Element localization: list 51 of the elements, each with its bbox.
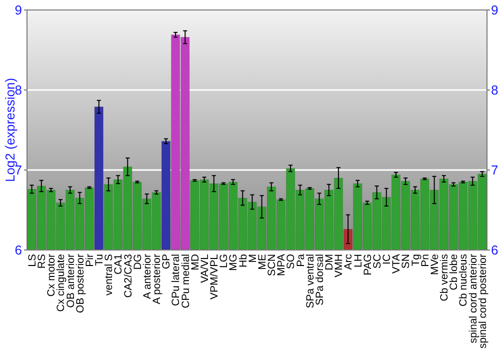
x-tick-label: SO — [285, 254, 298, 270]
x-tick-label: spinal cord anterior — [467, 253, 480, 344]
x-tick-label: MVe — [428, 254, 441, 276]
x-tick-label: SPa dorsal — [314, 254, 326, 306]
x-tick-label: Cx cingulate — [55, 254, 68, 312]
x-tick-label: OB anterior — [64, 254, 77, 308]
x-tick-label: VTA — [390, 254, 403, 274]
x-tick-label: DM — [324, 254, 336, 270]
x-tick-label: SN — [400, 254, 412, 269]
x-tick-label: OB posterior — [74, 254, 86, 313]
x-tick-label: Hb — [237, 254, 250, 268]
y-tick-label: 9 — [14, 2, 22, 18]
x-tick-label: spinal cord posterior — [476, 253, 489, 349]
x-tick-label: Tu — [94, 254, 106, 266]
x-tick-label: Pa — [294, 254, 307, 267]
x-tick-label: A anterior — [141, 254, 154, 299]
x-tick-label: ME — [256, 254, 268, 270]
x-tick-label: RS — [36, 254, 48, 269]
x-tick-label: CA1 — [112, 254, 125, 274]
x-tick-label: VMH — [333, 254, 346, 278]
x-tick-label: MPA — [276, 254, 288, 276]
x-tick-label: IC — [381, 254, 394, 264]
x-tick-label: SPa ventral — [304, 254, 316, 308]
x-tick-label: VA/VL — [198, 254, 211, 283]
x-tick-label: SC — [371, 254, 384, 269]
x-tick-label: A posterior — [151, 254, 164, 304]
x-tick-label: LG — [218, 254, 230, 268]
x-tick-label: M — [246, 254, 259, 263]
x-tick-label: MG — [228, 254, 240, 271]
x-tick-label: SCN — [266, 254, 278, 276]
x-tick-label: GP — [160, 254, 173, 270]
x-tick-label: Cb nucleus — [458, 254, 470, 307]
x-tick-label: CPu medial — [180, 254, 192, 308]
x-tick-label: LH — [352, 254, 364, 268]
x-tick-label: MD — [189, 254, 202, 270]
y2-tick-label: 9 — [491, 2, 498, 18]
y2-tick-label: 6 — [491, 242, 498, 258]
x-tick-label: VPM/VPL — [208, 254, 221, 300]
x-tick-label: ventral S — [103, 254, 116, 296]
x-tick-label: Cb lobe — [448, 254, 460, 290]
x-tick-label: Pir — [84, 254, 96, 267]
x-tick-label: CPu lateral — [170, 254, 182, 306]
x-tick-label: Arc — [342, 254, 355, 270]
x-tick-label: CA2/CA3 — [122, 254, 134, 298]
y2-tick-label: 8 — [491, 82, 498, 98]
x-tick-label: LS — [26, 254, 38, 267]
x-tick-label: PAG — [362, 254, 374, 276]
y-tick-label: 6 — [14, 242, 22, 258]
y2-tick-label: 7 — [491, 162, 498, 178]
x-tick-label: Tg — [410, 254, 422, 266]
x-tick-label: DG — [132, 254, 144, 270]
